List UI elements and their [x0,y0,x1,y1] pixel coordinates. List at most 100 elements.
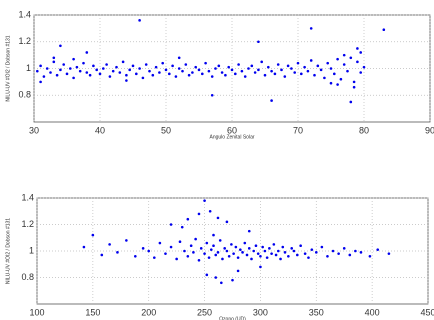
point [42,75,46,78]
point [92,64,95,68]
point [259,254,262,258]
point [108,75,112,78]
point [382,28,386,32]
x-axis-label: Angulo Zenital Solar [209,134,254,140]
x-tick-label: 40 [95,125,105,135]
point [220,281,223,285]
point [319,68,323,72]
point [121,60,125,64]
point [39,80,42,84]
y-axis-label: NILU-UV #OI2 / Dobson #131 [5,35,11,101]
point [161,61,164,65]
point [78,69,82,73]
point [359,51,363,54]
point [320,245,324,249]
point [260,60,264,64]
point [111,69,115,73]
y-tick-label: 1.2 [21,219,34,229]
point [187,73,191,77]
point [144,63,148,66]
point [263,73,267,77]
y-tick-label: 1.2 [18,36,31,46]
point [232,252,235,255]
point [174,75,178,78]
point [227,254,231,258]
point [164,68,168,72]
point [309,27,313,30]
point [125,239,128,242]
y-tick-label: 1 [26,63,31,73]
x-tick-label: 250 [197,307,212,317]
point [65,72,69,76]
point [186,254,190,258]
point [310,248,314,251]
y-tick-label: 1.4 [21,192,34,202]
point [331,249,335,253]
point [276,63,280,66]
point [376,248,380,251]
point [274,253,278,257]
point [207,256,211,259]
point [349,100,353,104]
x-axis-label: Ozono (UD) [219,316,246,320]
point [339,77,343,81]
point [234,245,238,249]
point [194,237,197,241]
point [82,245,86,249]
point [337,252,340,255]
point [303,252,307,255]
point [354,249,357,253]
point [346,69,349,73]
point [128,68,131,72]
point [352,80,356,84]
point [247,67,250,70]
point [95,68,98,72]
point [135,72,138,76]
point [164,252,167,255]
point [194,65,197,69]
x-tick-label: 300 [253,307,268,317]
point [55,73,59,77]
point [105,63,108,66]
point [349,56,353,60]
point [268,247,271,250]
point [326,61,330,65]
point [314,251,318,254]
point [82,61,85,65]
point [336,83,339,86]
point [296,61,300,65]
point [359,71,363,74]
point [313,73,316,77]
point [280,68,283,72]
point [138,19,141,22]
point [108,243,111,246]
point [300,72,303,76]
point [227,65,230,69]
x-tick-label: 60 [227,125,237,135]
point [178,240,182,244]
point [102,67,105,70]
point [147,249,151,253]
point [49,71,52,74]
point [125,79,128,82]
point [277,249,280,253]
point [342,53,346,57]
point [204,61,207,65]
point [306,69,310,73]
point [237,63,240,66]
y-tick-label: 0.8 [21,272,34,282]
point [220,71,224,74]
point [270,252,273,255]
point [223,247,226,250]
point [134,254,137,258]
point [299,244,302,247]
point [186,217,190,221]
point [283,251,287,254]
point [323,76,326,80]
point [214,276,218,279]
point [261,245,264,249]
point [125,73,128,77]
point [356,60,359,64]
y-tick-label: 0.8 [18,90,31,100]
point [151,73,155,77]
